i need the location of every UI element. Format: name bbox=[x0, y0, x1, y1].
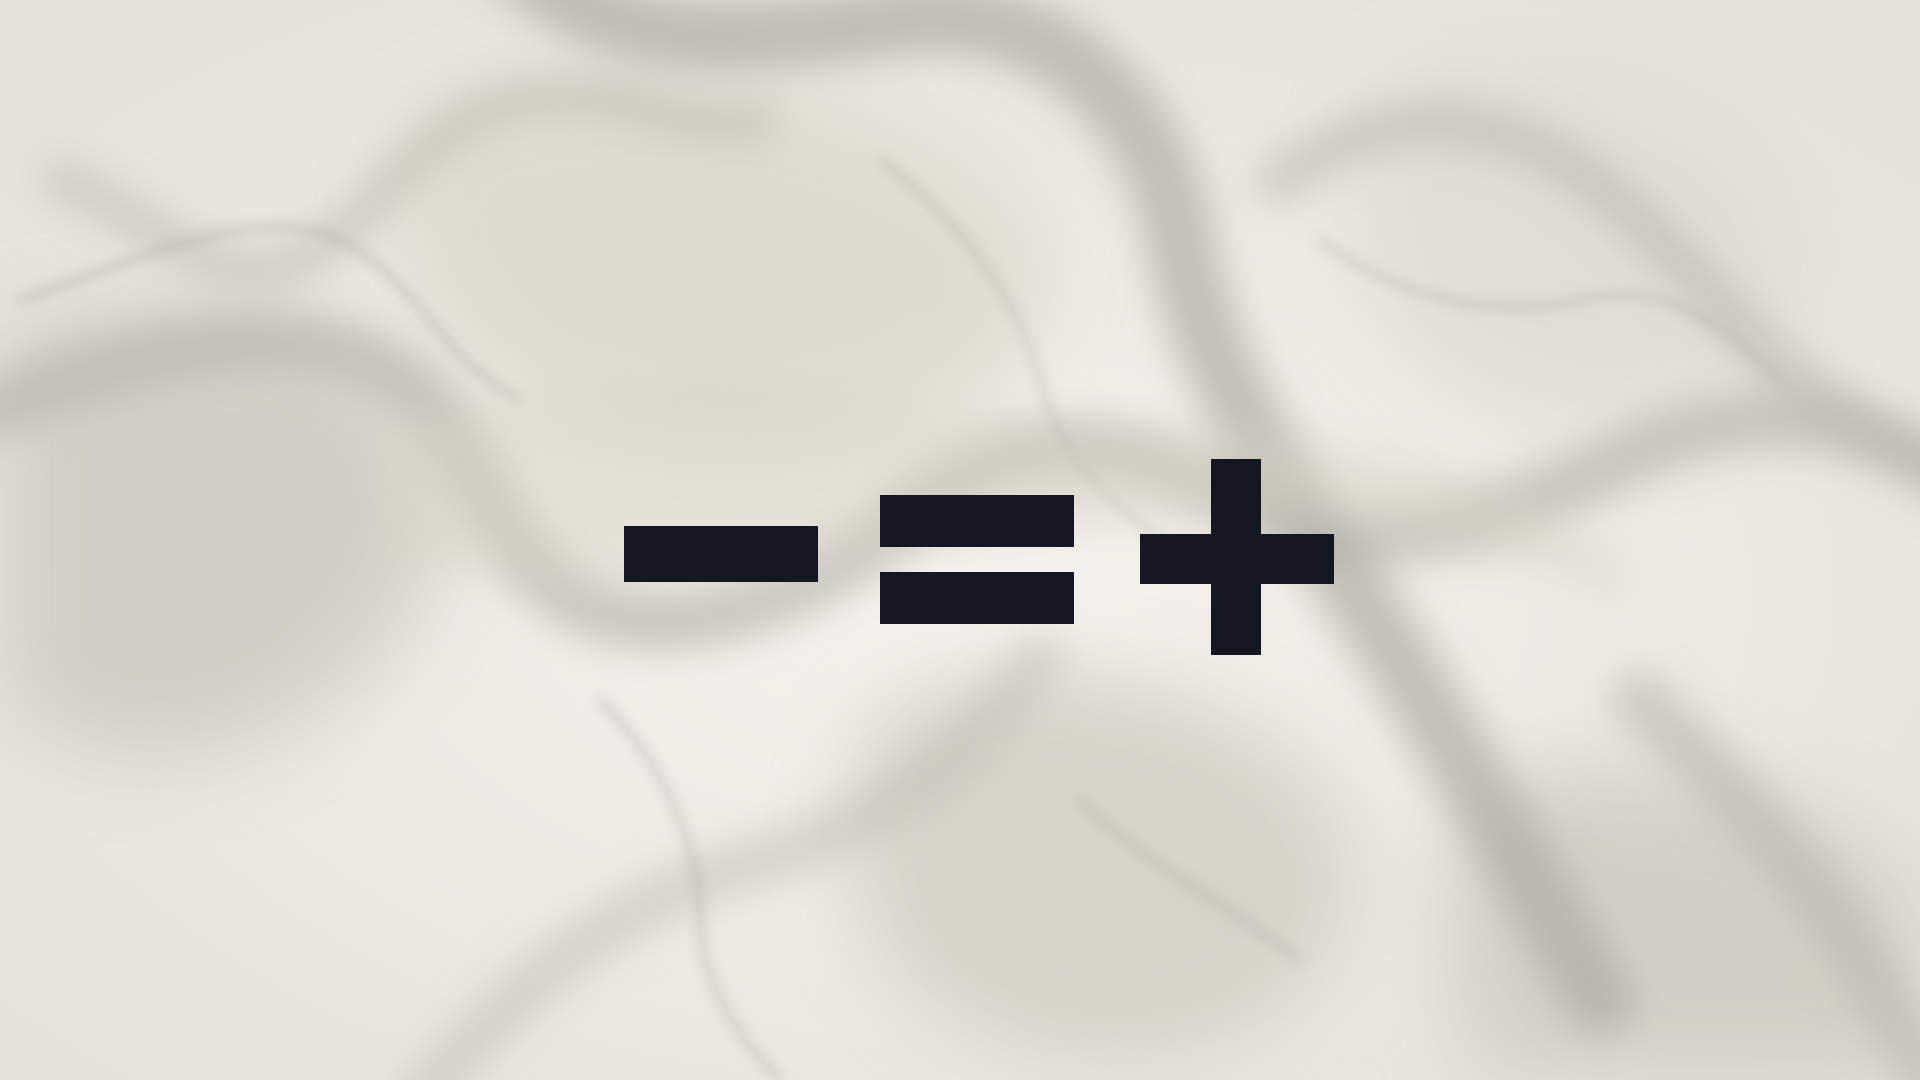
equals-icon bbox=[880, 495, 1074, 624]
minus-icon bbox=[624, 526, 818, 582]
brand-logo bbox=[624, 459, 1334, 655]
plus-icon bbox=[1140, 459, 1334, 655]
